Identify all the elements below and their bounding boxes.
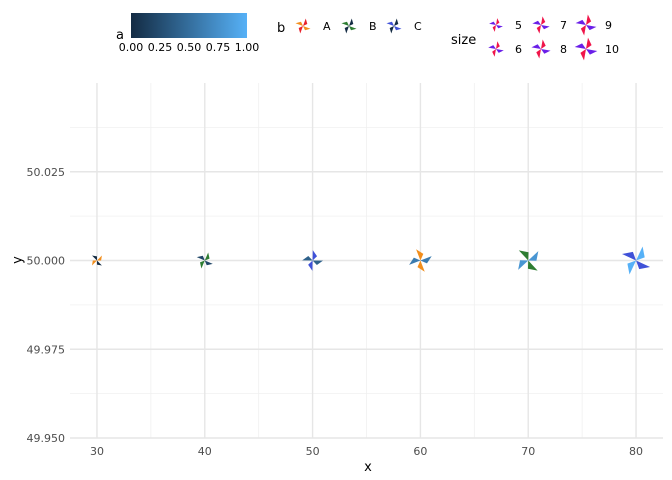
legend-a-label: 1.00 xyxy=(235,41,260,54)
legend-size-key xyxy=(574,37,598,61)
x-axis-title: x xyxy=(364,460,372,475)
data-point xyxy=(302,250,323,271)
legend-size-key xyxy=(489,18,503,32)
x-axis-ticks: 30 40 50 60 70 80 xyxy=(90,445,643,458)
y-tick-label: 49.950 xyxy=(27,432,66,445)
legend-size-key xyxy=(575,14,597,36)
y-tick-label: 50.000 xyxy=(27,255,66,268)
legend-a-colorbar xyxy=(131,13,247,38)
x-tick-label: 70 xyxy=(521,445,535,458)
y-tick-label: 50.025 xyxy=(27,166,66,179)
legend-a-label: 0.25 xyxy=(148,41,173,54)
data-points xyxy=(92,246,651,275)
legend-size-label: 5 xyxy=(515,19,522,32)
data-point xyxy=(409,249,432,272)
legend-size-key xyxy=(488,41,504,57)
legend-b-label: B xyxy=(369,20,377,33)
legend-b-key xyxy=(341,18,357,34)
data-point xyxy=(518,250,539,271)
x-tick-label: 40 xyxy=(198,445,212,458)
legend-size: size 5 6 7 8 9 10 xyxy=(451,14,619,61)
grid xyxy=(70,83,663,439)
legend-a-title: a xyxy=(116,28,124,43)
legend-size-key xyxy=(532,16,550,34)
legend-a-label: 0.75 xyxy=(206,41,231,54)
legend-b-key xyxy=(386,18,402,34)
legend-size-label: 7 xyxy=(560,19,567,32)
legend-size-key xyxy=(531,39,551,59)
y-axis-title: y xyxy=(11,256,26,264)
legend-b-label: A xyxy=(323,20,331,33)
y-tick-label: 49.975 xyxy=(27,343,66,356)
legend-b-label: C xyxy=(414,20,422,33)
x-tick-label: 30 xyxy=(90,445,104,458)
data-point xyxy=(621,246,651,275)
x-tick-label: 80 xyxy=(629,445,643,458)
legend-size-label: 8 xyxy=(560,43,567,56)
legend-a-label: 0.50 xyxy=(177,41,202,54)
legend-size-title: size xyxy=(451,33,476,48)
y-axis-ticks: 49.950 49.975 50.000 50.025 xyxy=(27,166,66,445)
legend-size-label: 10 xyxy=(605,43,619,56)
legend-size-label: 6 xyxy=(515,43,522,56)
legend-size-label: 9 xyxy=(605,19,612,32)
legend-b-key xyxy=(295,18,311,34)
legend-a-label: 0.00 xyxy=(119,41,144,54)
legend-b-title: b xyxy=(277,21,285,36)
x-tick-label: 60 xyxy=(413,445,427,458)
data-point xyxy=(196,252,213,269)
x-tick-label: 50 xyxy=(306,445,320,458)
legend-a: a 0.00 0.25 0.50 0.75 1.00 xyxy=(116,13,259,54)
